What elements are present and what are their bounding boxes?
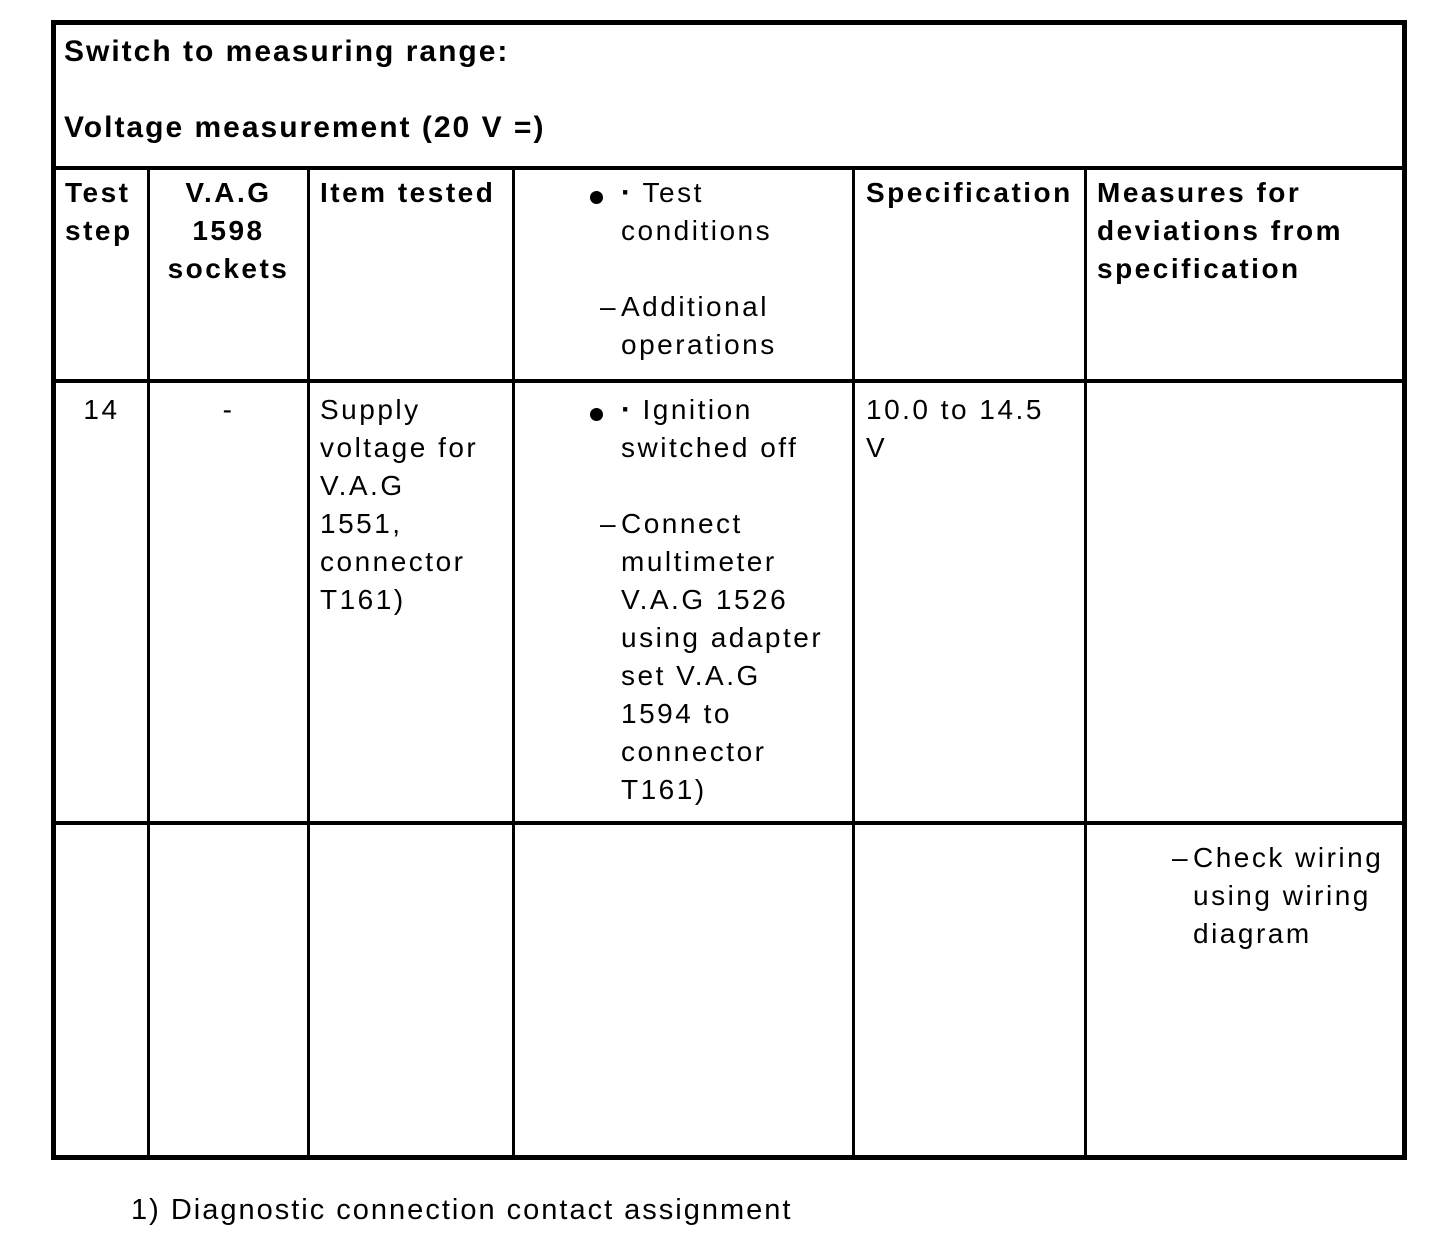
footnote: 1) Diagnostic connection contact assignm…: [131, 1194, 793, 1226]
dash-icon: –: [600, 290, 619, 322]
conditions-list: · Ignition switched off – Connect multimet…: [517, 391, 851, 809]
table-header-row: Test step V.A.G 1598 sockets Item tested…: [52, 165, 1407, 383]
cell-empty: [147, 820, 310, 1160]
column-header-measures: Measures for deviations from specificati…: [1083, 165, 1407, 383]
conditions-item2: Connect multimeter V.A.G 1526 using adap…: [621, 507, 824, 805]
cell-item-tested-text: Supply voltage for V.A.G 1551, connector…: [320, 393, 479, 615]
measuring-range-subtitle: Voltage measurement (20 V =): [64, 111, 546, 144]
table-row-continuation: – Check wiring using wiring diagram: [52, 820, 1407, 1160]
column-header-sockets: V.A.G 1598 sockets: [147, 165, 310, 383]
bullet-icon: [590, 407, 603, 421]
cell-empty: [52, 820, 150, 1160]
list-item: – Check wiring using wiring diagram: [1172, 839, 1393, 953]
dot-icon: ·: [621, 392, 634, 426]
column-header-measures-label: Measures for deviations from specificati…: [1097, 176, 1343, 284]
conditions-header-item1: Test conditions: [621, 176, 773, 246]
cell-specification-text: 10.0 to 14.5 V: [866, 393, 1044, 463]
column-header-conditions: · Test conditions – Additional operations: [512, 165, 855, 383]
dot-icon: ·: [621, 175, 634, 209]
list-item: · Test conditions: [590, 174, 833, 250]
conditions-item1: Ignition switched off: [621, 393, 799, 463]
table-title-cell: Switch to measuring range: Voltage measu…: [51, 20, 1407, 170]
cell-empty: [852, 820, 1087, 1160]
column-header-item-tested: Item tested: [307, 165, 515, 383]
cell-empty: [307, 820, 515, 1160]
cell-measures-empty: [1083, 378, 1407, 825]
column-header-sockets-label: V.A.G 1598 sockets: [167, 176, 290, 284]
list-item: – Additional operations: [600, 288, 833, 364]
measures-list: – Check wiring using wiring diagram: [1089, 839, 1402, 953]
column-header-test-step: Test step: [52, 165, 150, 383]
dash-icon: –: [600, 507, 619, 539]
list-item: – Connect multimeter V.A.G 1526 using ada…: [600, 505, 833, 809]
bullet-icon: [590, 190, 603, 204]
column-header-specification: Specification: [852, 165, 1087, 383]
measuring-range-title: Switch to measuring range:: [64, 35, 510, 68]
cell-measures: – Check wiring using wiring diagram: [1083, 820, 1407, 1160]
cell-test-step: 14: [52, 378, 150, 825]
cell-sockets: -: [147, 378, 310, 825]
cell-item-tested: Supply voltage for V.A.G 1551, connector…: [307, 378, 515, 825]
cell-specification: 10.0 to 14.5 V: [852, 378, 1087, 825]
conditions-header-list: · Test conditions – Additional operations: [517, 174, 851, 364]
table-title-row: Switch to measuring range: Voltage measu…: [51, 20, 1407, 170]
cell-conditions: · Ignition switched off – Connect multimet…: [512, 378, 855, 825]
cell-empty: [512, 820, 855, 1160]
measures-item: Check wiring using wiring diagram: [1193, 841, 1384, 949]
measurement-spec-table: Switch to measuring range: Voltage measu…: [51, 20, 1408, 1160]
list-item: · Ignition switched off: [590, 391, 833, 467]
table-row-14: 14 - Supply voltage for V.A.G 1551, conn…: [52, 378, 1407, 825]
conditions-header-item2: Additional operations: [621, 290, 777, 360]
dash-icon: –: [1172, 841, 1191, 873]
